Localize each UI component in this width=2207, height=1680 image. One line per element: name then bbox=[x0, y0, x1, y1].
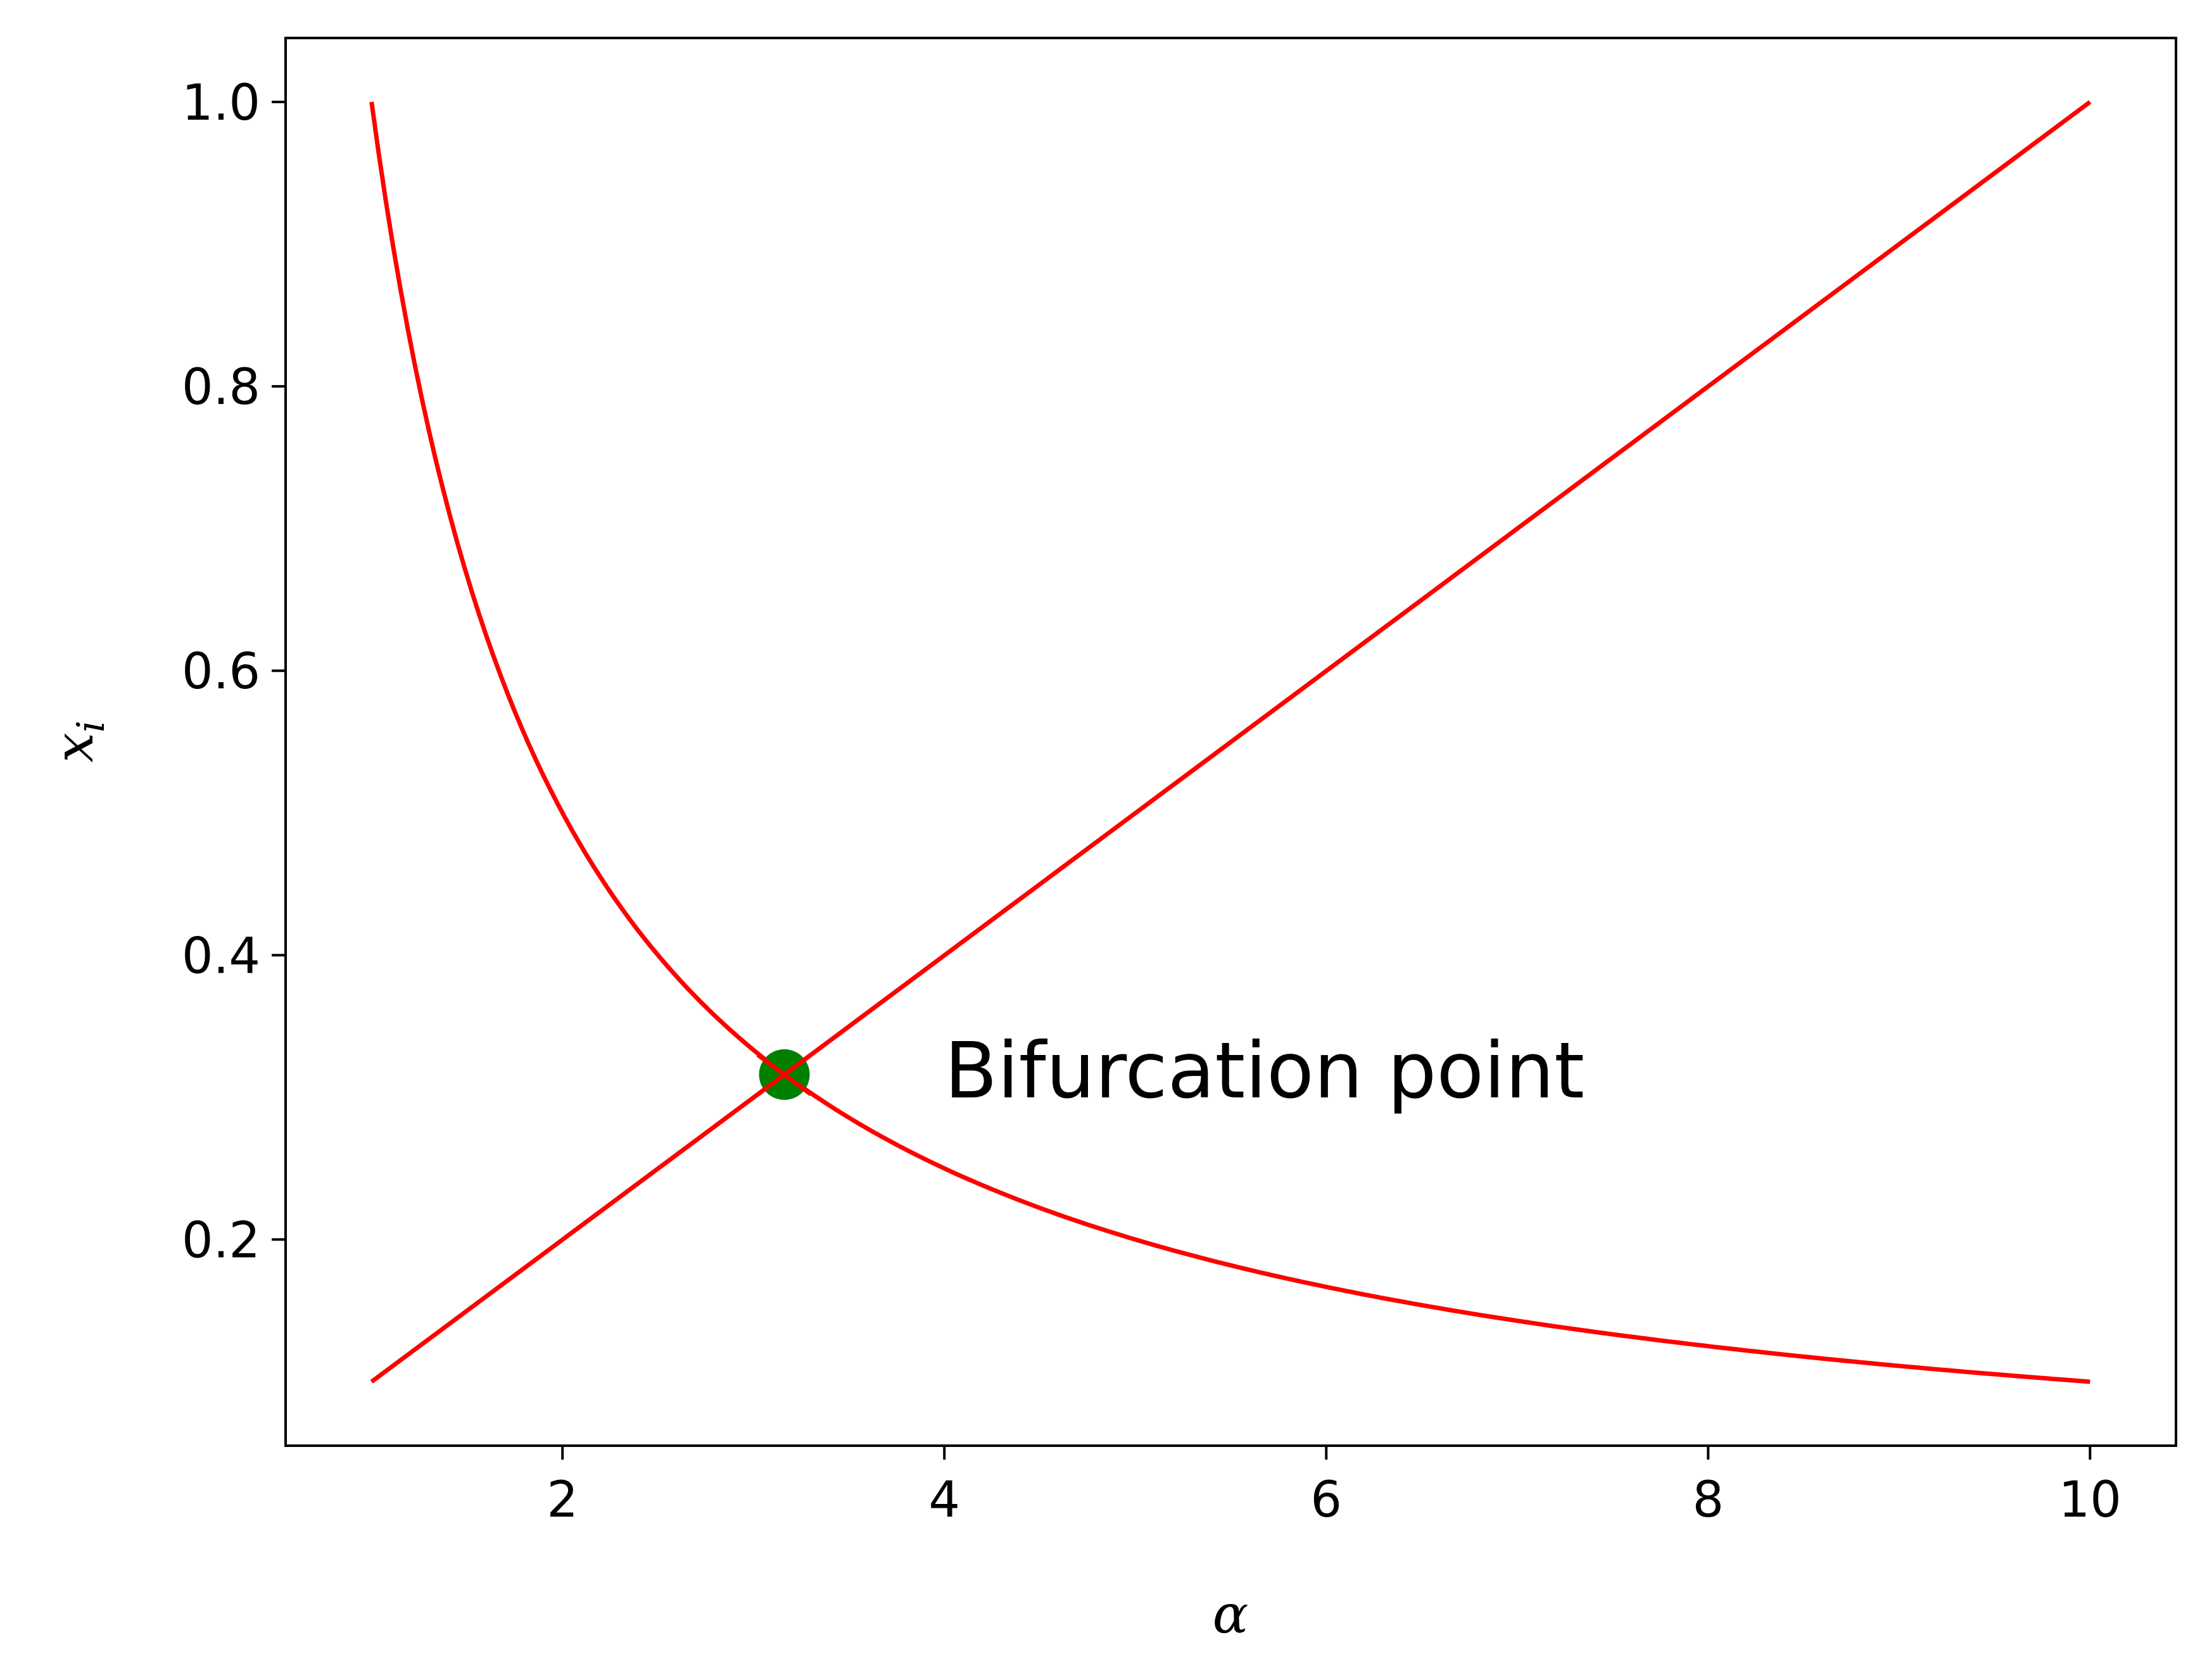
y-tick-label: 1.0 bbox=[182, 75, 260, 132]
y-axis-label-sub: i bbox=[69, 721, 113, 733]
annotation-text: Bifurcation point bbox=[944, 1026, 1584, 1116]
x-tick-label: 6 bbox=[1310, 1472, 1342, 1529]
y-tick-label: 0.8 bbox=[182, 359, 260, 416]
series-line-1 bbox=[369, 101, 2090, 1384]
x-tick-label: 4 bbox=[928, 1472, 960, 1529]
points-layer bbox=[756, 1049, 813, 1100]
x-axis-ticks: 2 4 6 8 10 bbox=[547, 1446, 2122, 1529]
x-tick-label: 8 bbox=[1692, 1472, 1724, 1529]
y-axis-ticks: 0.2 0.4 0.6 0.8 1.0 bbox=[182, 75, 286, 1269]
y-axis-label: xi bbox=[43, 721, 113, 763]
annotation-layer: Bifurcation point bbox=[944, 1026, 1584, 1116]
series-line-2-overlay bbox=[756, 1052, 813, 1097]
x-tick-label: 2 bbox=[547, 1472, 578, 1529]
y-tick-label: 0.2 bbox=[182, 1212, 260, 1269]
x-tick-label: 10 bbox=[2059, 1472, 2122, 1529]
x-axis-label: α bbox=[1213, 1583, 1249, 1645]
y-tick-label: 0.6 bbox=[182, 643, 260, 700]
y-tick-label: 0.4 bbox=[182, 928, 260, 985]
y-axis-label-main: x bbox=[43, 733, 105, 762]
